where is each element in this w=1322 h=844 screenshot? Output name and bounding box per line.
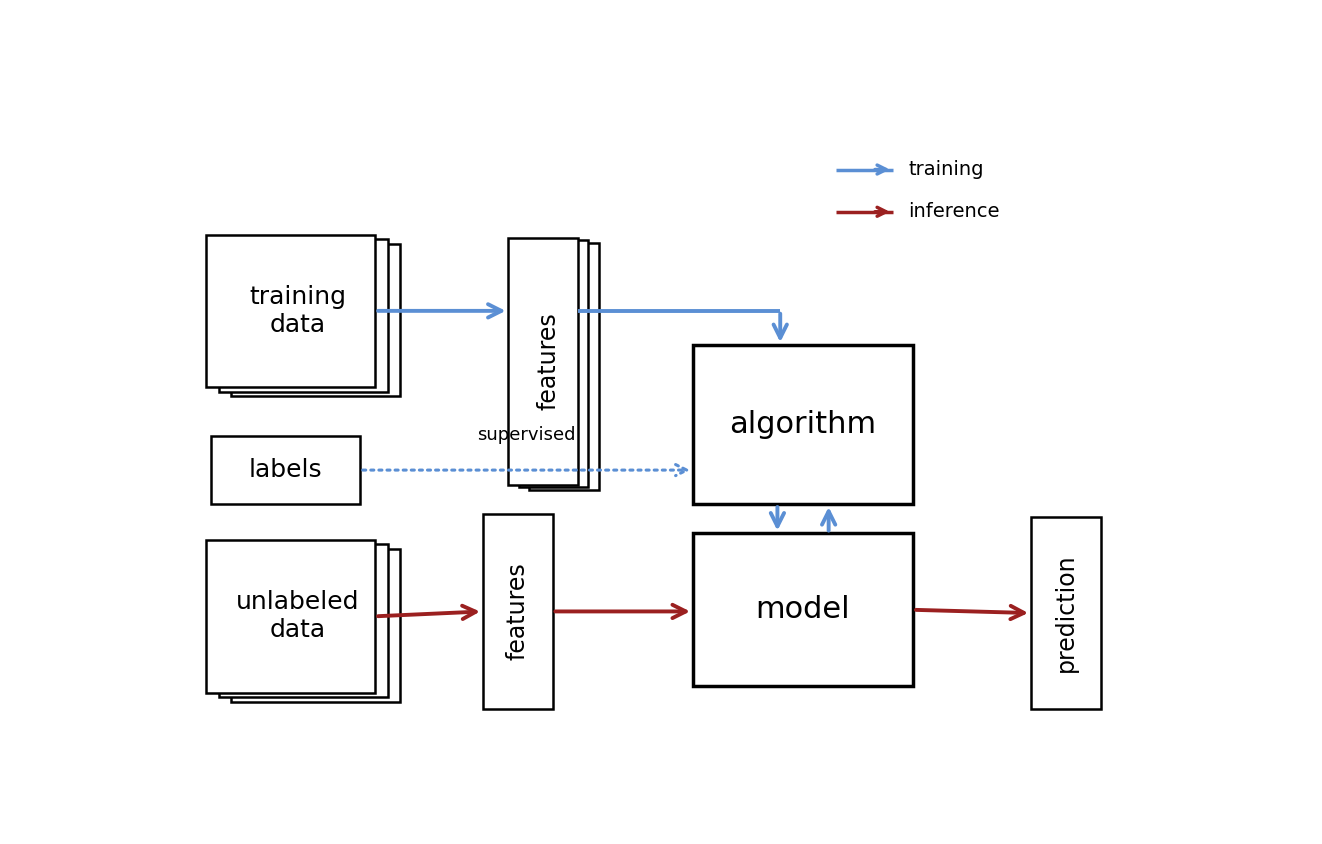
Text: training
data: training data [250, 285, 346, 337]
FancyBboxPatch shape [212, 436, 360, 504]
Text: features: features [506, 563, 530, 660]
FancyBboxPatch shape [693, 533, 914, 686]
FancyBboxPatch shape [509, 238, 578, 484]
FancyBboxPatch shape [218, 239, 387, 392]
FancyBboxPatch shape [218, 544, 387, 697]
FancyBboxPatch shape [206, 235, 375, 387]
Text: inference: inference [908, 203, 999, 221]
Text: unlabeled
data: unlabeled data [237, 591, 360, 642]
FancyBboxPatch shape [231, 244, 399, 397]
FancyBboxPatch shape [231, 549, 399, 701]
Text: supervised: supervised [477, 426, 575, 444]
FancyBboxPatch shape [1031, 517, 1101, 709]
Text: prediction: prediction [1054, 554, 1077, 673]
Text: training: training [908, 160, 984, 179]
Text: model: model [756, 595, 850, 625]
FancyBboxPatch shape [483, 514, 553, 709]
Text: labels: labels [249, 458, 323, 482]
FancyBboxPatch shape [206, 540, 375, 693]
FancyBboxPatch shape [693, 345, 914, 504]
Text: features: features [537, 312, 561, 410]
FancyBboxPatch shape [518, 241, 588, 487]
FancyBboxPatch shape [529, 243, 599, 490]
Text: algorithm: algorithm [730, 410, 876, 439]
